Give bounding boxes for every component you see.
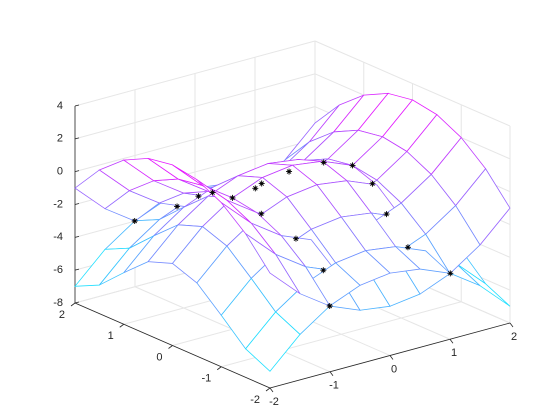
z-tick [74, 104, 80, 107]
y-tick [70, 302, 76, 307]
z-tick [74, 235, 80, 238]
y-tick [119, 323, 124, 328]
y-tick-label: -1 [201, 373, 211, 385]
mesh-cell [245, 311, 301, 372]
intersection-marker [320, 267, 327, 274]
z-tick-label: -6 [53, 264, 63, 276]
intersection-marker [174, 203, 181, 210]
x-tick [449, 339, 454, 344]
x-tick-label: -2 [269, 396, 279, 408]
z-tick-label: 4 [57, 100, 63, 112]
grid-line [74, 40, 316, 107]
intersection-marker [404, 244, 411, 251]
mesh-cell [455, 262, 511, 307]
x-tick-label: 0 [391, 363, 397, 375]
intersection-marker [349, 162, 356, 169]
intersection-marker [326, 303, 333, 309]
z-tick-label: -8 [53, 297, 63, 309]
y-tick-label: 1 [108, 330, 114, 342]
intersection-marker [258, 180, 265, 187]
x-tick [389, 355, 394, 360]
intersection-marker [383, 211, 390, 218]
x-tick [509, 322, 514, 328]
y-tick-label: -2 [250, 394, 260, 406]
grid-line [74, 106, 316, 173]
intersection-marker [258, 210, 265, 217]
intersection-marker [229, 194, 236, 201]
x-tick-label: -1 [329, 380, 339, 392]
intersection-marker [369, 180, 376, 187]
y-tick [168, 345, 173, 349]
y-tick-label: 2 [59, 309, 65, 321]
z-tick-label: 0 [57, 166, 63, 178]
z-tick [74, 203, 80, 205]
mesh-cell [245, 233, 301, 295]
intersection-marker [320, 159, 327, 166]
intersection-marker [286, 168, 293, 175]
z-tick-label: 2 [57, 133, 63, 145]
z-tick-label: -4 [53, 231, 63, 243]
x-tick-label: 1 [451, 347, 457, 359]
y-tick-label: 0 [156, 351, 162, 363]
y-tick [217, 366, 222, 371]
x-tick [269, 387, 274, 393]
z-tick [74, 301, 80, 304]
z-tick [74, 170, 80, 173]
intersection-marker [292, 235, 299, 242]
x-tick [329, 371, 334, 376]
z-tick [74, 137, 80, 140]
y-tick [265, 387, 271, 392]
z-tick [74, 268, 80, 271]
z-tick-label: -2 [53, 198, 63, 210]
grid-line [314, 40, 511, 127]
intersection-marker [195, 193, 202, 200]
x-tick-label: 2 [511, 331, 517, 343]
intersection-marker [131, 218, 138, 224]
grid-line [74, 73, 316, 140]
intersection-marker [447, 270, 454, 277]
intersection-marker [252, 185, 259, 192]
intersection-marker [209, 189, 216, 196]
